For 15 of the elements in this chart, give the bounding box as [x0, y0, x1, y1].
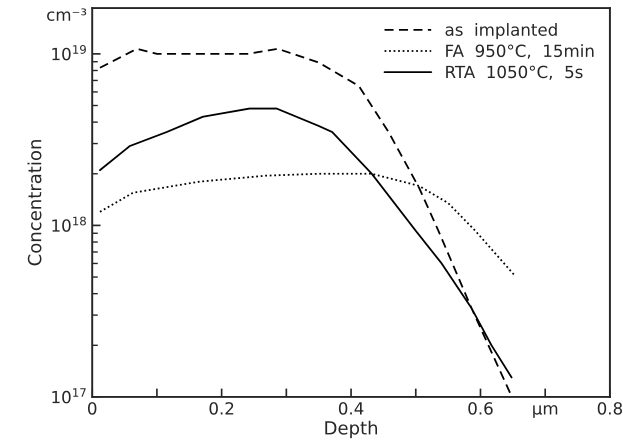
- x-tick-label: µm: [533, 405, 558, 418]
- x-tick-label: 0.2: [209, 402, 234, 415]
- x-tick-label: 0.6: [468, 402, 493, 415]
- legend-label: as implanted: [446, 23, 557, 40]
- legend-label: RTA 1050°C, 5s: [446, 66, 583, 80]
- x-tick-label: 0: [88, 402, 96, 415]
- x-axis-title: Depth: [325, 420, 378, 438]
- y-tick-label: 10$^{18}$: [52, 216, 86, 232]
- x-tick-label: 0.4: [338, 402, 364, 415]
- y-axis-title: Concentration: [27, 140, 42, 266]
- y-tick-label: 10$^{17}$: [52, 388, 86, 404]
- x-tick-label: 0.8: [598, 402, 622, 415]
- legend-label: FA 950°C, 15min: [446, 44, 594, 59]
- text: cm⁻³: [47, 8, 86, 21]
- y-tick-label: 10$^{19}$: [52, 45, 86, 60]
